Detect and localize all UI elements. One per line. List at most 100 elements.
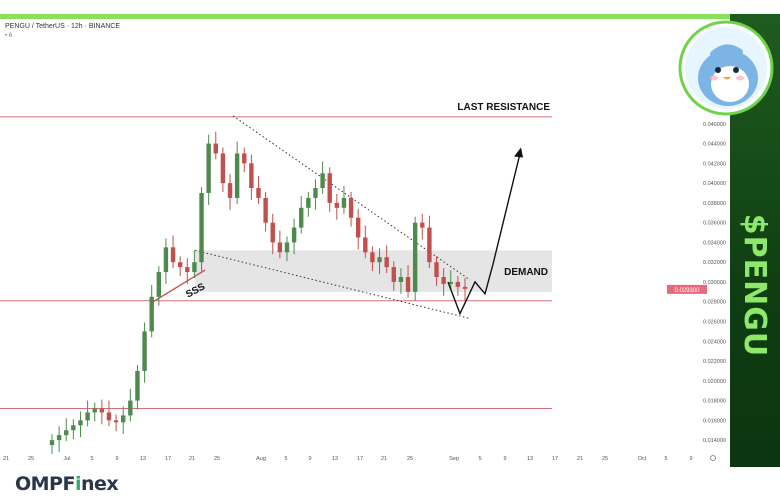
candle <box>163 238 169 284</box>
x-tick-label: 25 <box>214 456 220 462</box>
y-tick-label: 0.024000 <box>703 339 726 345</box>
candle-body <box>234 153 240 198</box>
candle <box>363 225 368 259</box>
candle <box>263 192 268 232</box>
x-tick-label: 25 <box>28 456 34 462</box>
candle <box>377 248 382 275</box>
y-tick-label: 0.036000 <box>703 221 726 227</box>
candle <box>49 434 55 454</box>
candle-body <box>384 257 389 268</box>
candle-body <box>227 183 233 198</box>
brand-name-accent: i <box>74 473 82 495</box>
candle-body <box>377 257 382 263</box>
candle <box>99 399 105 425</box>
candle <box>299 195 304 234</box>
y-tick-label: 0.032000 <box>703 260 726 266</box>
x-tick-label: 17 <box>357 456 363 462</box>
x-tick-label: 5 <box>478 456 481 462</box>
candle-body <box>441 277 446 284</box>
candle-body <box>142 331 147 371</box>
candle-body <box>313 188 318 198</box>
candle-body <box>277 242 283 253</box>
candle <box>56 426 62 452</box>
x-tick-label: 21 <box>381 456 387 462</box>
candle-body <box>242 153 247 164</box>
candle <box>306 192 311 217</box>
candle-body <box>121 415 126 423</box>
x-tick-label: 5 <box>284 456 287 462</box>
x-tick-label: 13 <box>332 456 338 462</box>
candle-body <box>56 435 62 441</box>
x-tick-label: 5 <box>664 456 667 462</box>
candle-body <box>170 247 176 263</box>
candle-body <box>420 222 425 228</box>
candle <box>71 419 76 440</box>
candle <box>220 147 226 192</box>
y-tick-label: 0.022000 <box>703 359 726 365</box>
candle-body <box>220 153 226 184</box>
candle-body <box>163 247 169 273</box>
candle-body <box>99 408 105 413</box>
candle-body <box>341 197 347 208</box>
y-tick-label: 0.014000 <box>703 438 726 444</box>
candle <box>405 265 411 298</box>
y-tick-label: 0.038000 <box>703 201 726 207</box>
x-tick-label: 13 <box>140 456 146 462</box>
x-tick-label: 5 <box>90 456 93 462</box>
chart-frame: 0.029300 0.046000 0.044000 0.042000 0.040000… <box>0 14 780 467</box>
candle-body <box>455 281 461 287</box>
y-tick-label: 0.042000 <box>703 161 726 167</box>
candle <box>227 174 233 210</box>
candle-body <box>185 267 190 273</box>
penguin-avatar-icon <box>678 20 774 116</box>
lower-trendline <box>194 249 471 320</box>
x-tick-label: 9 <box>115 456 118 462</box>
candle-body <box>135 370 140 401</box>
candle-body <box>113 420 119 423</box>
x-tick-label: 17 <box>552 456 558 462</box>
last-price-tag <box>667 284 707 294</box>
candle <box>291 218 297 255</box>
candle <box>177 256 183 277</box>
ticker-label-wrap: $PENGU <box>731 200 779 370</box>
candle-body <box>284 242 290 253</box>
y-tick-label: 0.034000 <box>703 240 726 246</box>
candle-body <box>320 173 325 189</box>
x-tick-label: 21 <box>3 456 9 462</box>
candle <box>249 154 254 200</box>
candle-body <box>348 197 354 218</box>
candle <box>277 230 283 259</box>
x-tick-label: Aug <box>256 456 266 462</box>
candle-body <box>213 143 218 154</box>
candle <box>135 364 140 410</box>
candle <box>370 246 375 272</box>
candle <box>92 402 97 422</box>
candle-body <box>291 227 297 243</box>
x-tick-label: Jul <box>63 456 70 462</box>
y-tick-label: 0.044000 <box>703 142 726 148</box>
candle <box>113 414 119 432</box>
candle <box>199 187 204 272</box>
candle-body <box>334 202 340 208</box>
candle <box>384 245 389 274</box>
candle-body <box>306 197 311 208</box>
candle-body <box>363 237 368 253</box>
price-chart: 0.029300 0.046000 0.044000 0.042000 0.040000… <box>0 102 726 462</box>
candle-body <box>156 272 162 297</box>
x-tick-label: 9 <box>689 456 692 462</box>
chart-area: 0.029300 0.046000 0.044000 0.042000 0.040000… <box>0 19 730 467</box>
axis-settings-icon <box>710 455 716 461</box>
candle-body <box>192 262 197 273</box>
y-tick-label: 0.016000 <box>703 418 726 424</box>
candle-body <box>405 277 411 292</box>
candle <box>256 176 261 204</box>
candle-body <box>249 163 254 189</box>
candle-body <box>299 207 304 228</box>
candle <box>391 261 396 291</box>
candle-body <box>92 408 97 413</box>
candle <box>348 192 354 227</box>
x-tick-label: 9 <box>308 456 311 462</box>
candle-body <box>355 217 361 238</box>
candle <box>398 268 404 294</box>
candle <box>434 256 439 286</box>
